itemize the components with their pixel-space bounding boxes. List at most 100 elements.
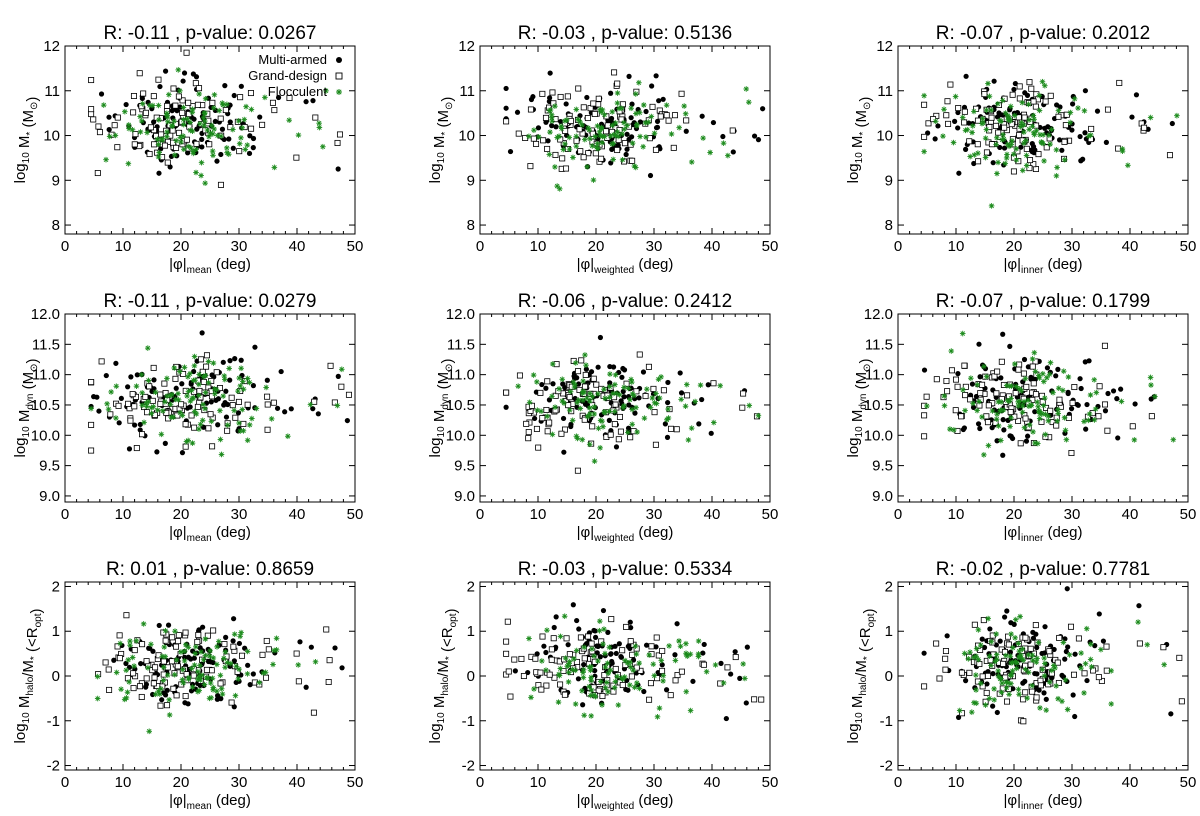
- point-flocculent: [581, 667, 587, 673]
- point-flocculent: [140, 101, 146, 107]
- y-tick-label: 0: [885, 668, 893, 685]
- point-multi-armed: [515, 110, 520, 115]
- point-flocculent: [236, 420, 242, 426]
- point-multi-armed: [1034, 645, 1039, 650]
- point-grand-design: [1034, 695, 1039, 700]
- point-grand-design: [1117, 80, 1122, 85]
- point-multi-armed: [247, 133, 252, 138]
- point-flocculent: [1174, 113, 1180, 119]
- point-flocculent: [589, 143, 595, 149]
- point-flocculent: [198, 173, 204, 179]
- scatter-points: [922, 586, 1185, 724]
- x-tick-label: 10: [530, 506, 547, 523]
- point-flocculent: [637, 686, 643, 692]
- point-flocculent: [996, 399, 1002, 405]
- point-grand-design: [162, 381, 167, 386]
- point-flocculent: [581, 712, 587, 718]
- point-grand-design: [265, 402, 270, 407]
- point-multi-armed: [998, 639, 1003, 644]
- point-grand-design: [516, 131, 521, 136]
- point-grand-design: [218, 681, 223, 686]
- point-flocculent: [683, 403, 689, 409]
- point-flocculent: [619, 131, 625, 137]
- point-grand-design: [550, 90, 555, 95]
- point-flocculent: [286, 117, 292, 123]
- point-multi-armed: [1069, 406, 1074, 411]
- point-grand-design: [968, 397, 973, 402]
- point-grand-design: [1130, 424, 1135, 429]
- point-multi-armed: [580, 702, 585, 707]
- point-multi-armed: [552, 625, 557, 630]
- point-grand-design: [89, 379, 94, 384]
- point-multi-armed: [123, 661, 128, 666]
- point-grand-design: [1031, 99, 1036, 104]
- point-flocculent: [573, 107, 579, 113]
- point-flocculent: [960, 115, 966, 121]
- point-flocculent: [698, 382, 704, 388]
- point-flocculent: [575, 436, 581, 442]
- point-grand-design: [596, 96, 601, 101]
- y-tick-label: 11.5: [447, 336, 475, 353]
- point-flocculent: [182, 658, 188, 664]
- x-tick-label: 40: [1122, 238, 1139, 255]
- point-multi-armed: [690, 679, 695, 684]
- point-flocculent: [957, 708, 963, 714]
- point-grand-design: [1096, 414, 1101, 419]
- point-flocculent: [562, 613, 568, 619]
- point-grand-design: [620, 648, 625, 653]
- point-multi-armed: [163, 69, 168, 74]
- point-flocculent: [1161, 662, 1167, 668]
- point-flocculent: [196, 426, 202, 432]
- point-multi-armed: [1103, 408, 1108, 413]
- point-grand-design: [684, 118, 689, 123]
- point-flocculent: [1093, 406, 1099, 412]
- point-grand-design: [197, 388, 202, 393]
- y-tick-label: 10.0: [864, 427, 893, 444]
- point-multi-armed: [504, 106, 509, 111]
- point-grand-design: [134, 445, 139, 450]
- point-grand-design: [711, 381, 716, 386]
- point-flocculent: [993, 631, 999, 637]
- point-grand-design: [95, 170, 100, 175]
- point-multi-armed: [99, 91, 104, 96]
- point-flocculent: [203, 636, 209, 642]
- point-multi-armed: [641, 689, 646, 694]
- point-multi-armed: [654, 125, 659, 130]
- point-flocculent: [200, 418, 206, 424]
- point-multi-armed: [332, 645, 337, 650]
- point-flocculent: [1009, 138, 1015, 144]
- panel-title: R: -0.06 , p-value: 0.2412: [518, 291, 732, 312]
- point-flocculent: [123, 667, 129, 673]
- point-flocculent: [1033, 369, 1039, 375]
- point-grand-design: [1076, 636, 1081, 641]
- x-tick-label: 10: [115, 774, 132, 791]
- point-multi-armed: [239, 358, 244, 363]
- point-flocculent: [177, 88, 183, 94]
- point-grand-design: [948, 82, 953, 87]
- point-flocculent: [1026, 102, 1032, 108]
- x-axis-label: |φ|inner (deg): [1004, 524, 1083, 544]
- point-flocculent: [218, 673, 224, 679]
- point-grand-design: [116, 403, 121, 408]
- point-flocculent: [686, 437, 692, 443]
- point-grand-design: [192, 425, 197, 430]
- point-flocculent: [1031, 130, 1037, 136]
- x-tick-label: 50: [1180, 774, 1197, 791]
- point-grand-design: [620, 682, 625, 687]
- point-grand-design: [147, 151, 152, 156]
- point-flocculent: [550, 361, 556, 367]
- point-flocculent: [163, 628, 169, 634]
- point-flocculent: [581, 389, 587, 395]
- point-flocculent: [656, 376, 662, 382]
- point-grand-design: [559, 431, 564, 436]
- point-grand-design: [545, 146, 550, 151]
- point-grand-design: [171, 686, 176, 691]
- point-multi-armed: [998, 375, 1003, 380]
- point-multi-armed: [1080, 157, 1085, 162]
- point-grand-design: [144, 659, 149, 664]
- point-flocculent: [599, 702, 605, 708]
- point-flocculent: [1021, 399, 1027, 405]
- point-flocculent: [1037, 411, 1043, 417]
- point-flocculent: [592, 134, 598, 140]
